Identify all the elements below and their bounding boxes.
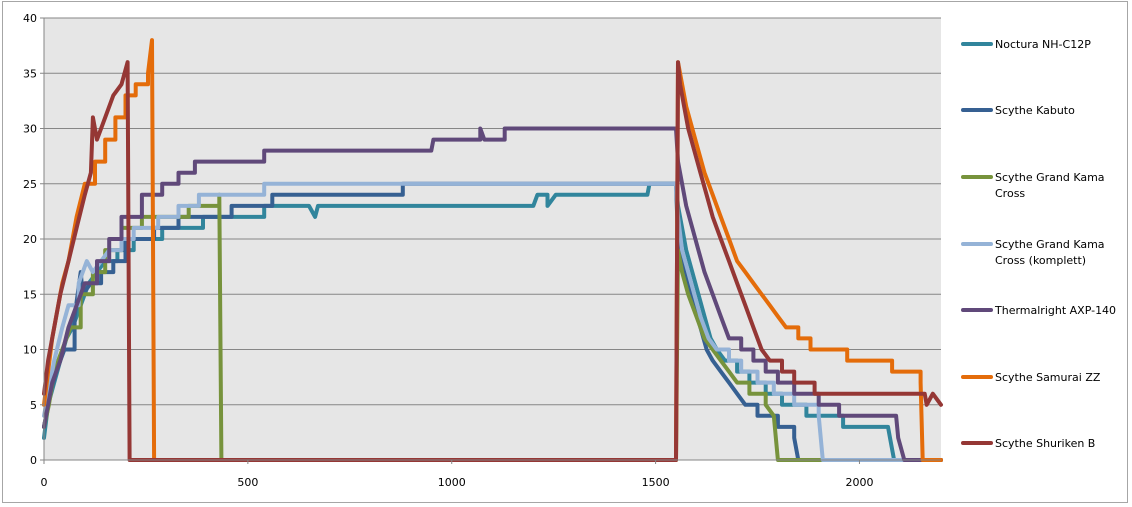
x-tick-label-4: 2000 [845,476,873,489]
y-tick-label-6: 30 [23,123,37,136]
y-tick-label-7: 35 [23,67,37,80]
series-line-5 [42,38,943,462]
y-tick-label-3: 15 [23,288,37,301]
y-tick-label-2: 10 [23,344,37,357]
series-line-4 [42,126,943,462]
y-tick-label-1: 5 [30,399,37,412]
series-lines [42,38,943,462]
line-chart: 0 5 10 15 20 25 30 35 40 0 500 1000 1500 2000 Noctura… [23,12,1116,489]
legend-label-5: Scythe Samurai ZZ [995,371,1101,384]
y-tick-label-0: 0 [30,454,37,467]
legend-label-4: Thermalright AXP-140 [994,304,1116,317]
axes: 0 5 10 15 20 25 30 35 40 0 500 1000 1500 2000 [23,12,941,489]
series-line-1 [42,181,943,462]
x-tick-label-2: 1000 [438,476,466,489]
y-tick-label-8: 40 [23,12,37,25]
legend-label-6: Scythe Shuriken B [995,437,1095,450]
x-tick-label-0: 0 [41,476,48,489]
legend-label-3: Scythe Grand Kama Cross (komplett) [995,238,1105,267]
y-tick-label-5: 25 [23,178,37,191]
series-line-6 [42,60,943,462]
series-line-3 [42,181,943,462]
y-tick-label-4: 20 [23,233,37,246]
x-tick-label-3: 1500 [642,476,670,489]
legend-label-1: Scythe Kabuto [995,104,1075,117]
x-tick-label-1: 500 [237,476,258,489]
gridlines [44,17,941,406]
legend-label-0: Noctura NH-C12P [995,38,1091,51]
legend-label-2: Scythe Grand Kama Cross [995,171,1105,200]
legend: Noctura NH-C12P Scythe Kabuto Scythe Grand… [961,38,1116,450]
